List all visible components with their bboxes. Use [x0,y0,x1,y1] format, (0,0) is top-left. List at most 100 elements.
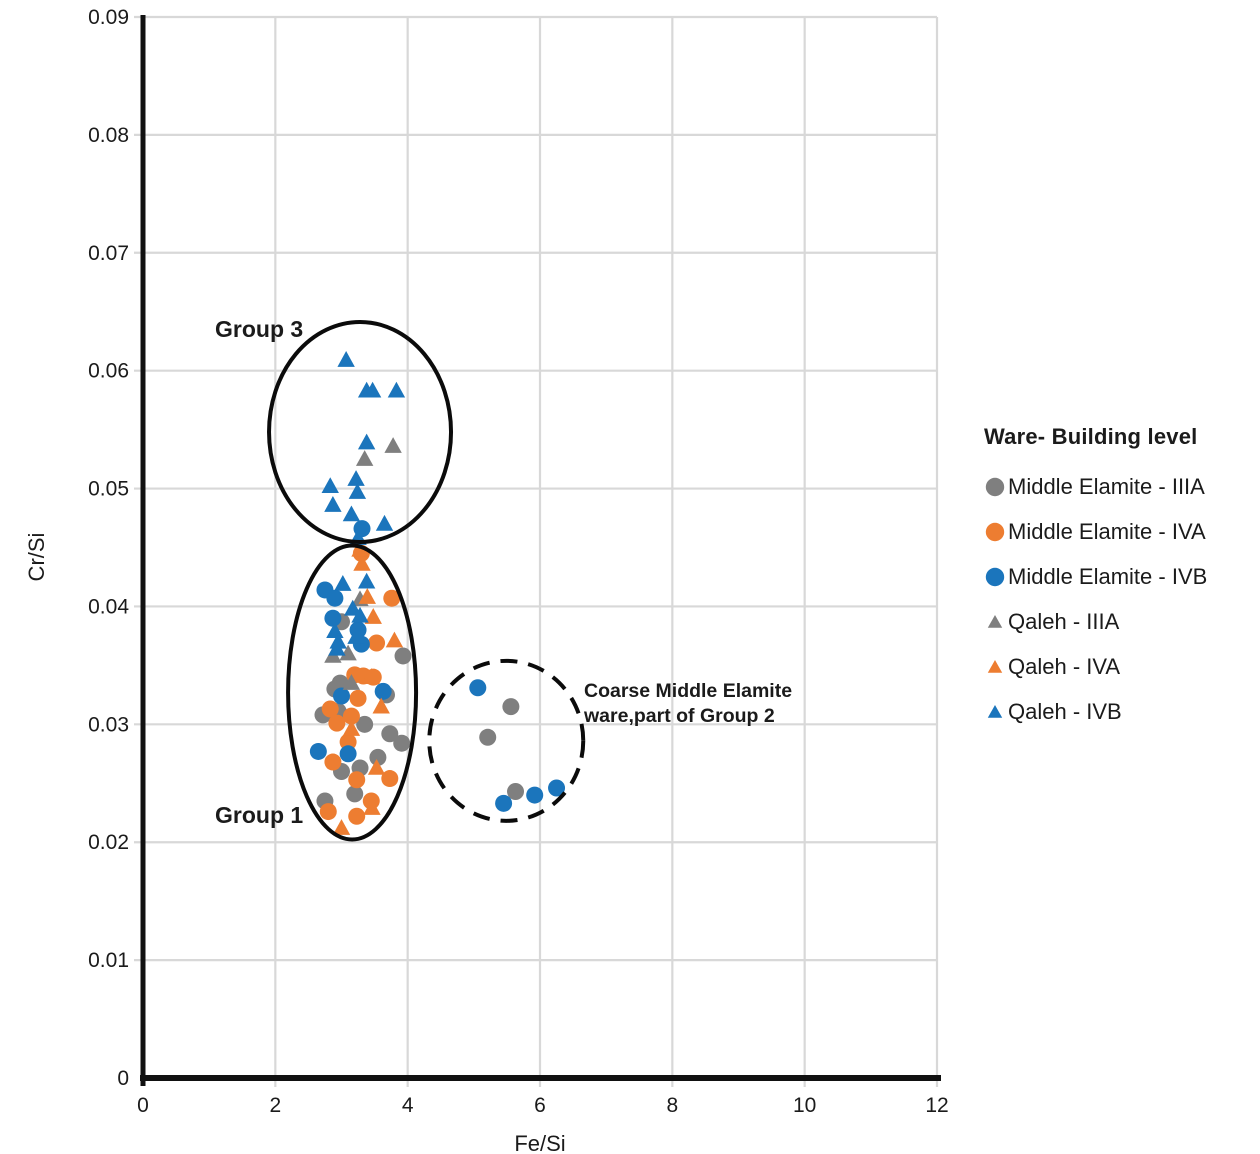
point-qaleh-iva [372,697,390,714]
point-middle-elamite-iva [319,803,337,821]
point-middle-elamite-iva [348,771,366,789]
point-qaleh-ivb [351,606,369,623]
legend-item-label: Middle Elamite - IVA [1008,518,1206,544]
y-tick-label-0.09: 0.09 [88,6,129,29]
group-3-label: Group 3 [215,316,303,342]
point-middle-elamite-ivb [495,794,513,812]
point-middle-elamite-ivb [548,779,566,797]
point-qaleh-iva [362,668,380,684]
point-middle-elamite-ivb [309,742,327,760]
circle-marker-icon [985,567,1005,586]
point-qaleh-iiia [342,674,361,690]
point-middle-elamite-ivb [326,589,344,607]
point-qaleh-ivb [342,505,361,522]
legend: Ware- Building level Middle Elamite - II… [984,424,1256,734]
point-qaleh-iva [364,608,382,624]
legend-items: Middle Elamite - IIIA Middle Elamite - IV… [984,464,1256,734]
point-qaleh-ivb [324,496,342,512]
y-tick-label-0: 0 [117,1067,129,1090]
legend-item-label: Qaleh - IVA [1008,653,1121,679]
point-middle-elamite-iva [321,700,339,718]
point-middle-elamite-iiia [381,725,399,743]
point-qaleh-ivb [347,628,365,644]
y-tick-label-0.07: 0.07 [88,242,129,265]
point-middle-elamite-iiia [356,715,374,733]
ellipse-group-1 [286,543,419,842]
point-middle-elamite-iva [368,634,386,652]
y-tick-label-0.02: 0.02 [88,831,129,854]
point-qaleh-ivb [375,514,394,531]
point-qaleh-iva [385,631,404,648]
point-qaleh-iva [342,720,361,736]
legend-item-label: Middle Elamite - IVB [1008,563,1208,589]
x-tick-label-2: 2 [269,1094,281,1117]
point-qaleh-iiia [339,644,357,661]
point-qaleh-iva [367,758,386,775]
y-tick-label-0.06: 0.06 [88,360,129,383]
x-tick-label-8: 8 [666,1094,678,1117]
point-middle-elamite-ivb [339,745,357,763]
y-tick-label-0.05: 0.05 [88,478,129,501]
y-tick-label-0.01: 0.01 [88,949,129,972]
x-axis-title: Fe/Si [514,1131,565,1154]
legend-item-label: Middle Elamite - IIIA [1008,473,1205,499]
point-qaleh-ivb [363,381,382,398]
triangle-marker-icon [987,659,1003,673]
triangle-marker-icon [987,704,1003,718]
point-middle-elamite-iva [339,733,357,751]
x-tick-label-0: 0 [137,1094,149,1117]
x-tick-label-6: 6 [534,1094,546,1117]
point-qaleh-iva [358,588,377,604]
point-qaleh-iva [351,540,369,557]
point-qaleh-ivb [337,351,355,367]
y-tick-label-0.04: 0.04 [88,595,129,618]
point-qaleh-iva [363,799,381,815]
point-qaleh-ivb [321,477,339,493]
x-tick-label-4: 4 [402,1094,414,1117]
point-middle-elamite-ivb [374,682,392,700]
group-2-label: Coarse Middle Elamite [584,680,792,702]
ellipse-group-2 [427,658,586,823]
legend-item-middle-elamite-ivb: Middle Elamite - IVB [984,554,1256,599]
y-tick-label-0.08: 0.08 [88,124,129,147]
group-1-label: Group 1 [215,802,303,828]
point-qaleh-iva [332,819,351,835]
point-middle-elamite-iva [328,714,346,732]
group-2-label: ware,part of Group 2 [583,705,775,727]
point-middle-elamite-iva [381,770,399,788]
point-qaleh-ivb [326,622,344,639]
point-middle-elamite-iiia [346,785,364,803]
triangle-marker-icon [987,614,1003,628]
x-tick-label-12: 12 [925,1094,948,1117]
point-qaleh-ivb [357,572,376,589]
point-qaleh-iiia [355,450,374,466]
point-middle-elamite-iiia [479,728,497,746]
legend-item-qaleh-iva: Qaleh - IVA [984,644,1256,689]
legend-item-label: Qaleh - IVB [1008,698,1122,724]
point-middle-elamite-iva [342,707,360,725]
point-qaleh-ivb [347,470,365,486]
legend-item-qaleh-iiia: Qaleh - IIIA [984,599,1256,644]
legend-item-middle-elamite-iiia: Middle Elamite - IIIA [984,464,1256,509]
point-middle-elamite-iiia [393,734,411,752]
point-middle-elamite-ivb [526,786,544,804]
legend-title: Ware- Building level [984,424,1198,449]
point-middle-elamite-iva [349,689,367,707]
point-middle-elamite-iiia [507,783,525,801]
x-tick-label-10: 10 [793,1094,816,1117]
point-middle-elamite-ivb [333,687,350,705]
point-middle-elamite-iva [324,753,342,771]
point-qaleh-ivb [329,632,347,649]
point-middle-elamite-iiia [502,698,520,716]
legend-item-label: Qaleh - IIIA [1008,608,1120,634]
point-qaleh-ivb [357,433,376,450]
circle-marker-icon [985,477,1005,496]
y-tick-label-0.03: 0.03 [88,713,129,736]
point-qaleh-iiia [384,437,402,453]
point-qaleh-ivb [328,639,346,656]
point-middle-elamite-iiia [369,748,387,766]
circle-marker-icon [985,522,1005,541]
legend-item-middle-elamite-iva: Middle Elamite - IVA [984,509,1256,554]
point-middle-elamite-iiia [394,647,412,665]
